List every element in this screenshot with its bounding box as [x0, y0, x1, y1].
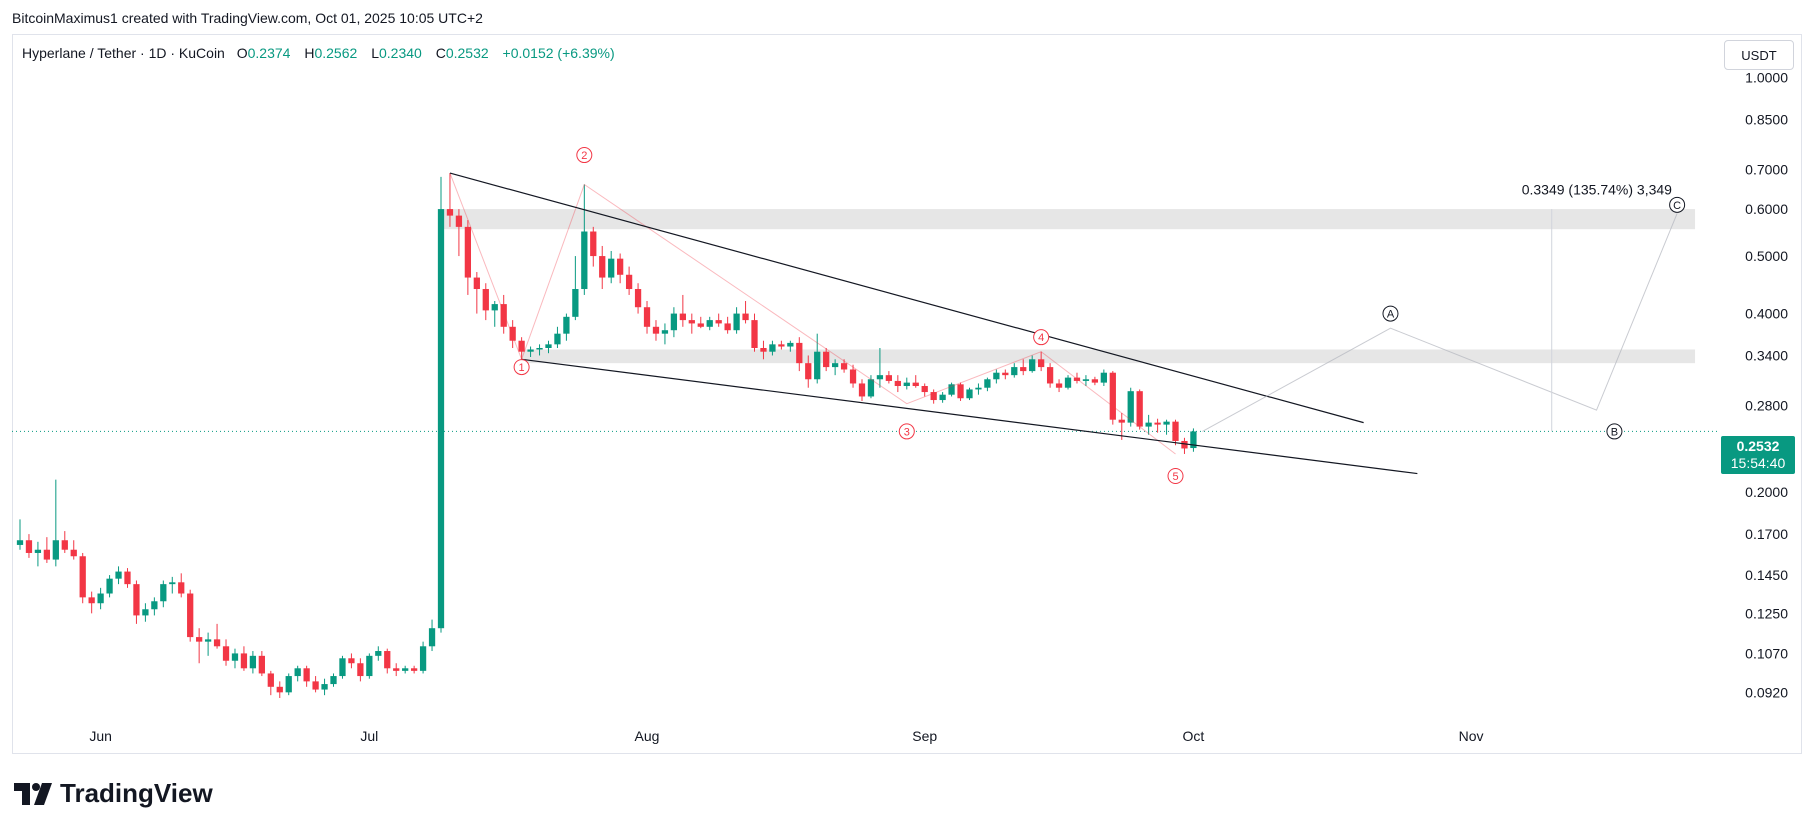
- low-value: 0.2340: [378, 45, 422, 61]
- symbol-title[interactable]: Hyperlane / Tether · 1D · KuCoin: [22, 45, 225, 61]
- last-price-tag: 0.2532 15:54:40: [1721, 436, 1795, 474]
- tradingview-logo-icon: [14, 782, 52, 805]
- last-price: 0.2532: [1736, 438, 1780, 454]
- change-value: +0.0152 (+6.39%): [502, 45, 615, 61]
- attribution-text: BitcoinMaximus1 created with TradingView…: [12, 10, 483, 26]
- tradingview-logo-text: TradingView: [60, 778, 213, 808]
- open-value: 0.2374: [247, 45, 291, 61]
- close-value: 0.2532: [445, 45, 489, 61]
- low-label: L: [371, 45, 379, 61]
- open-label: O: [236, 45, 248, 61]
- close-label: C: [435, 45, 446, 61]
- chart-frame: [12, 34, 1802, 754]
- bar-countdown: 15:54:40: [1730, 455, 1786, 471]
- high-value: 0.2562: [314, 45, 358, 61]
- symbol-legend: Hyperlane / Tether · 1D · KuCoin O0.2374…: [22, 45, 615, 61]
- tradingview-logo[interactable]: TradingView: [14, 778, 213, 809]
- currency-button[interactable]: USDT: [1724, 40, 1794, 70]
- high-label: H: [304, 45, 315, 61]
